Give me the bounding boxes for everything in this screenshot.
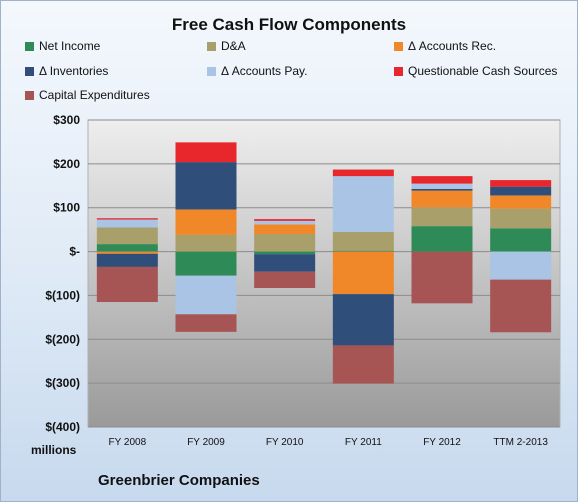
bar-segment	[332, 251, 394, 295]
bar-segment	[490, 208, 552, 229]
legend-label: Δ Accounts Rec.	[408, 39, 497, 53]
bar-segment	[332, 294, 394, 346]
bar-segment	[254, 234, 316, 252]
y-tick-label: $100	[53, 201, 80, 215]
bar-segment	[411, 183, 473, 189]
bar-segment	[490, 186, 552, 196]
bar-segment	[175, 314, 237, 332]
legend-label: Δ Inventories	[39, 64, 109, 78]
x-tick-label: FY 2008	[109, 437, 147, 448]
legend-label: Δ Accounts Pay.	[221, 64, 308, 78]
legend-swatch	[394, 41, 403, 51]
bar-segment	[411, 207, 473, 227]
y-tick-label: $(400)	[45, 420, 80, 434]
bar-segment	[332, 176, 394, 232]
legend-item-capex: Capital Expenditures	[25, 88, 150, 102]
y-tick-label: $(200)	[45, 332, 80, 346]
bar-segment	[332, 169, 394, 177]
bar-segment	[254, 271, 316, 288]
bar-segment	[96, 253, 158, 267]
legend-item-inventories: Δ Inventories	[25, 64, 108, 78]
legend-swatch	[207, 41, 216, 51]
plot-area	[87, 119, 561, 428]
bars	[96, 142, 552, 384]
legend-swatch	[25, 90, 34, 100]
bar-segment	[490, 228, 552, 252]
legend-label: Questionable Cash Sources	[408, 64, 558, 78]
x-tick-label: FY 2012	[423, 437, 461, 448]
legend-label: Capital Expenditures	[39, 88, 150, 102]
bar-segment	[490, 195, 552, 209]
bar-segment	[411, 251, 473, 304]
bar-segment	[175, 142, 237, 163]
bar-segment	[332, 250, 394, 252]
bar-segment	[411, 176, 473, 184]
bar-segment	[490, 279, 552, 333]
bar-segment	[175, 209, 237, 235]
bar-segment	[254, 224, 316, 235]
legend-item-accounts-rec: Δ Accounts Rec.	[394, 39, 496, 53]
x-tick-label: FY 2010	[266, 437, 304, 448]
gridlines	[88, 119, 560, 428]
legend-item-net-income: Net Income	[25, 39, 100, 53]
x-tick-label: FY 2009	[187, 437, 225, 448]
bar-segment	[254, 219, 316, 221]
chart-title: Free Cash Flow Components	[171, 15, 407, 34]
y-tick-label: $200	[53, 157, 80, 171]
bar-segment	[490, 180, 552, 187]
bar-segment	[411, 188, 473, 191]
bar-segment	[175, 162, 237, 210]
bar-segment	[96, 244, 158, 252]
legend-label: D&A	[221, 39, 246, 53]
legend-swatch	[25, 41, 34, 51]
bar-segment	[411, 226, 473, 252]
bar-segment	[254, 251, 316, 255]
bar-segment	[175, 251, 237, 276]
bar-segment	[96, 227, 158, 245]
x-tick-label: FY 2011	[345, 437, 382, 448]
bar-segment	[96, 218, 158, 220]
legend-item-questionable-cash: Questionable Cash Sources	[394, 64, 557, 78]
bar-segment	[96, 266, 158, 303]
y-tick-label: $-	[69, 245, 80, 259]
bar-segment	[254, 254, 316, 272]
legend-swatch	[394, 66, 403, 76]
bar-segment	[175, 234, 237, 252]
y-axis-ticks: $300 $200 $100 $- $(100) $(200) $(300) $(400)	[45, 113, 80, 434]
legend-swatch	[25, 66, 34, 76]
bar-segment	[254, 220, 316, 225]
y-tick-label: $300	[53, 113, 80, 127]
x-tick-label: TTM 2-2013	[493, 437, 548, 448]
bar-segment	[411, 190, 473, 208]
bar-segment	[96, 219, 158, 228]
legend-label: Net Income	[39, 39, 101, 53]
legend-item-d-and-a: D&A	[207, 39, 246, 53]
bar-segment	[332, 231, 394, 251]
bar-segment	[332, 345, 394, 384]
units-label: millions	[31, 443, 77, 457]
y-tick-label: $(300)	[45, 376, 80, 390]
legend-item-accounts-pay: Δ Accounts Pay.	[207, 64, 308, 78]
legend-swatch	[207, 66, 216, 76]
bar-segment	[96, 251, 158, 254]
x-axis-ticks: FY 2008 FY 2009 FY 2010 FY 2011 FY 2012 TTM 2…	[109, 437, 549, 448]
bar-segment	[175, 275, 237, 315]
bar-segment	[490, 251, 552, 280]
y-tick-label: $(100)	[45, 288, 80, 302]
company-label: Greenbrier Companies	[98, 472, 260, 489]
